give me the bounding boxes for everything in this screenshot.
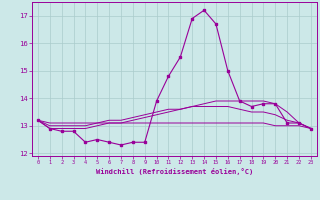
X-axis label: Windchill (Refroidissement éolien,°C): Windchill (Refroidissement éolien,°C) (96, 168, 253, 175)
